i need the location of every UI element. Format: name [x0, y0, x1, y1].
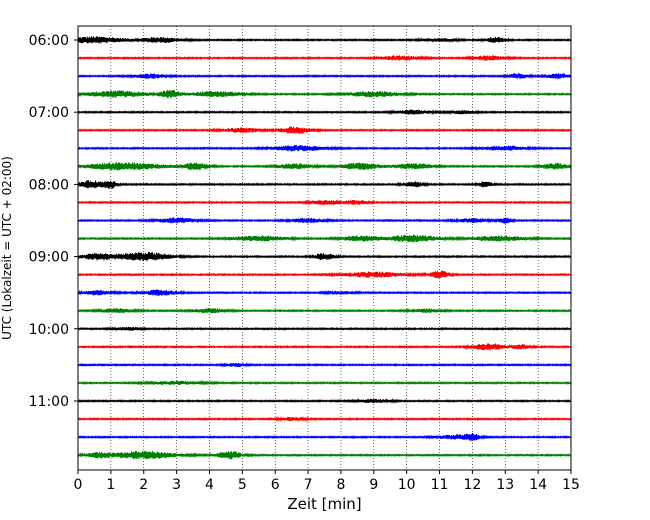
trace-1145-green — [78, 450, 571, 460]
trace-1045-green — [78, 379, 571, 386]
x-tick-label: 1 — [106, 477, 115, 493]
x-axis-label: Zeit [min] — [287, 495, 361, 513]
x-tick-label: 7 — [304, 477, 313, 493]
trace-0945-green — [78, 307, 571, 314]
x-tick-label: 4 — [205, 477, 214, 493]
trace-0800-black — [78, 180, 571, 189]
trace-0700-black — [78, 109, 571, 116]
trace-1000-black — [78, 326, 571, 332]
y-axis-label: UTC (Lokalzeit = UTC + 02:00) — [0, 156, 14, 340]
trace-0900-black — [78, 251, 571, 262]
y-axis-ticks: 06:00 07:00 08:00 09:00 10:00 11:00 — [29, 33, 78, 410]
x-tick-label: 13 — [496, 477, 514, 493]
x-tick-label: 8 — [336, 477, 345, 493]
seismic-traces — [78, 36, 571, 460]
trace-0615-red — [78, 54, 571, 61]
x-tick-label: 11 — [431, 477, 449, 493]
x-tick-label: 12 — [463, 477, 481, 493]
trace-1030-blue — [78, 362, 571, 368]
trace-0715-red — [78, 126, 571, 134]
trace-0745-green — [78, 162, 571, 171]
x-tick-label: 3 — [172, 477, 181, 493]
trace-1130-blue — [78, 432, 571, 442]
trace-0730-blue — [78, 145, 571, 152]
x-tick-label: 5 — [238, 477, 247, 493]
trace-0915-red — [78, 270, 571, 279]
y-tick-label: 10:00 — [29, 322, 69, 338]
y-tick-label: 06:00 — [29, 33, 69, 49]
x-tick-label: 2 — [139, 477, 148, 493]
y-tick-label: 11:00 — [29, 394, 69, 410]
trace-0645-green — [78, 89, 571, 99]
trace-0815-red — [78, 199, 571, 206]
x-tick-label: 14 — [529, 477, 547, 493]
trace-1100-black — [78, 397, 571, 404]
x-tick-label: 9 — [369, 477, 378, 493]
x-tick-label: 15 — [562, 477, 580, 493]
x-axis-ticks: 0 1 2 3 4 5 6 7 8 9 10 11 12 13 14 15 — [74, 470, 580, 493]
grid-lines — [110, 26, 539, 470]
y-tick-label: 08:00 — [29, 177, 69, 193]
plot-frame — [77, 25, 572, 471]
x-tick-label: 10 — [398, 477, 416, 493]
trace-0830-blue — [78, 217, 571, 224]
trace-0630-blue — [78, 73, 571, 80]
y-tick-label: 07:00 — [29, 105, 69, 121]
trace-1115-red — [78, 416, 571, 423]
x-tick-label: 0 — [74, 477, 83, 493]
trace-0930-blue — [78, 289, 571, 296]
trace-0845-green — [78, 234, 571, 243]
x-tick-label: 6 — [271, 477, 280, 493]
y-tick-label: 09:00 — [29, 250, 69, 266]
trace-1015-red — [78, 343, 571, 351]
trace-0600-black — [78, 36, 571, 44]
